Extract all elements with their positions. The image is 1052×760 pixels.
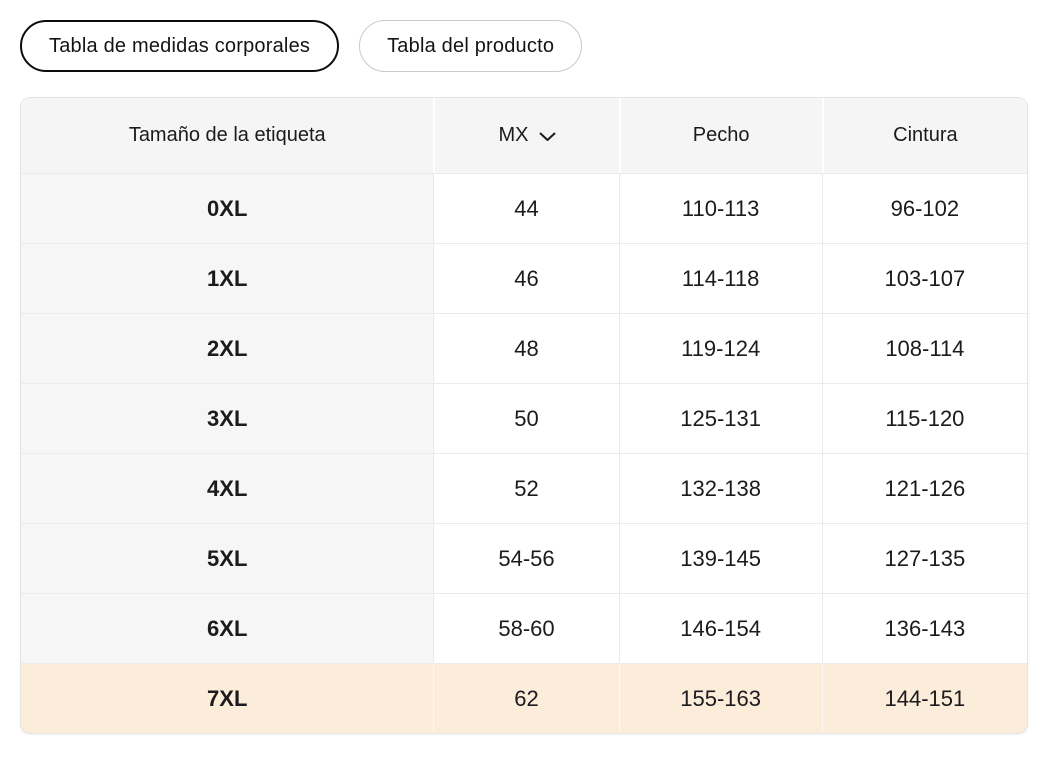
col-header-label-size: Tamaño de la etiqueta (21, 98, 434, 173)
chest-cell: 132-138 (618, 453, 822, 523)
chest-cell: 119-124 (618, 313, 822, 383)
size-label-cell: 0XL (21, 173, 434, 243)
size-label-cell: 5XL (21, 523, 434, 593)
size-label-cell: 3XL (21, 383, 434, 453)
table-row: 7XL 62 155-163 144-151 (21, 663, 1027, 733)
chevron-down-icon (539, 132, 555, 141)
waist-cell: 115-120 (821, 383, 1027, 453)
mx-size-cell: 54-56 (433, 523, 619, 593)
mx-size-cell: 58-60 (433, 593, 619, 663)
chest-cell: 114-118 (618, 243, 822, 313)
col-header-chest: Pecho (618, 98, 822, 173)
table-row: 0XL 44 110-113 96-102 (21, 173, 1027, 243)
chest-cell: 110-113 (618, 173, 822, 243)
size-chart-page: Tabla de medidas corporales Tabla del pr… (20, 20, 1052, 734)
size-label-cell: 6XL (21, 593, 434, 663)
mx-size-cell: 50 (433, 383, 619, 453)
waist-cell: 121-126 (821, 453, 1027, 523)
waist-cell: 103-107 (821, 243, 1027, 313)
waist-cell: 108-114 (821, 313, 1027, 383)
waist-cell: 144-151 (821, 663, 1027, 733)
chest-cell: 139-145 (618, 523, 822, 593)
size-label-cell: 7XL (21, 663, 434, 733)
tab-bar: Tabla de medidas corporales Tabla del pr… (20, 20, 1052, 72)
table-body: 0XL 44 110-113 96-102 1XL 46 114-118 103… (21, 173, 1027, 733)
col-header-sizing-system[interactable]: MX (433, 98, 619, 173)
table-row: 5XL 54-56 139-145 127-135 (21, 523, 1027, 593)
col-header-waist: Cintura (821, 98, 1027, 173)
mx-size-cell: 52 (433, 453, 619, 523)
table-row: 6XL 58-60 146-154 136-143 (21, 593, 1027, 663)
table-row: 4XL 52 132-138 121-126 (21, 453, 1027, 523)
table-row: 1XL 46 114-118 103-107 (21, 243, 1027, 313)
size-label-cell: 4XL (21, 453, 434, 523)
tab-product-measurements[interactable]: Tabla del producto (359, 20, 583, 72)
tab-body-measurements[interactable]: Tabla de medidas corporales (20, 20, 340, 72)
size-label-cell: 2XL (21, 313, 434, 383)
sizing-system-dropdown[interactable]: MX (499, 124, 556, 147)
waist-cell: 127-135 (821, 523, 1027, 593)
table-row: 3XL 50 125-131 115-120 (21, 383, 1027, 453)
mx-size-cell: 44 (433, 173, 619, 243)
mx-size-cell: 48 (433, 313, 619, 383)
chest-cell: 125-131 (618, 383, 822, 453)
size-label-cell: 1XL (21, 243, 434, 313)
chest-cell: 155-163 (618, 663, 822, 733)
table-row: 2XL 48 119-124 108-114 (21, 313, 1027, 383)
mx-size-cell: 46 (433, 243, 619, 313)
sizing-system-value: MX (498, 124, 529, 146)
size-table: Tamaño de la etiqueta MX Pecho Cintura (20, 97, 1028, 734)
waist-cell: 136-143 (821, 593, 1027, 663)
waist-cell: 96-102 (821, 173, 1027, 243)
table-header-row: Tamaño de la etiqueta MX Pecho Cintura (21, 98, 1027, 173)
mx-size-cell: 62 (433, 663, 619, 733)
chest-cell: 146-154 (618, 593, 822, 663)
